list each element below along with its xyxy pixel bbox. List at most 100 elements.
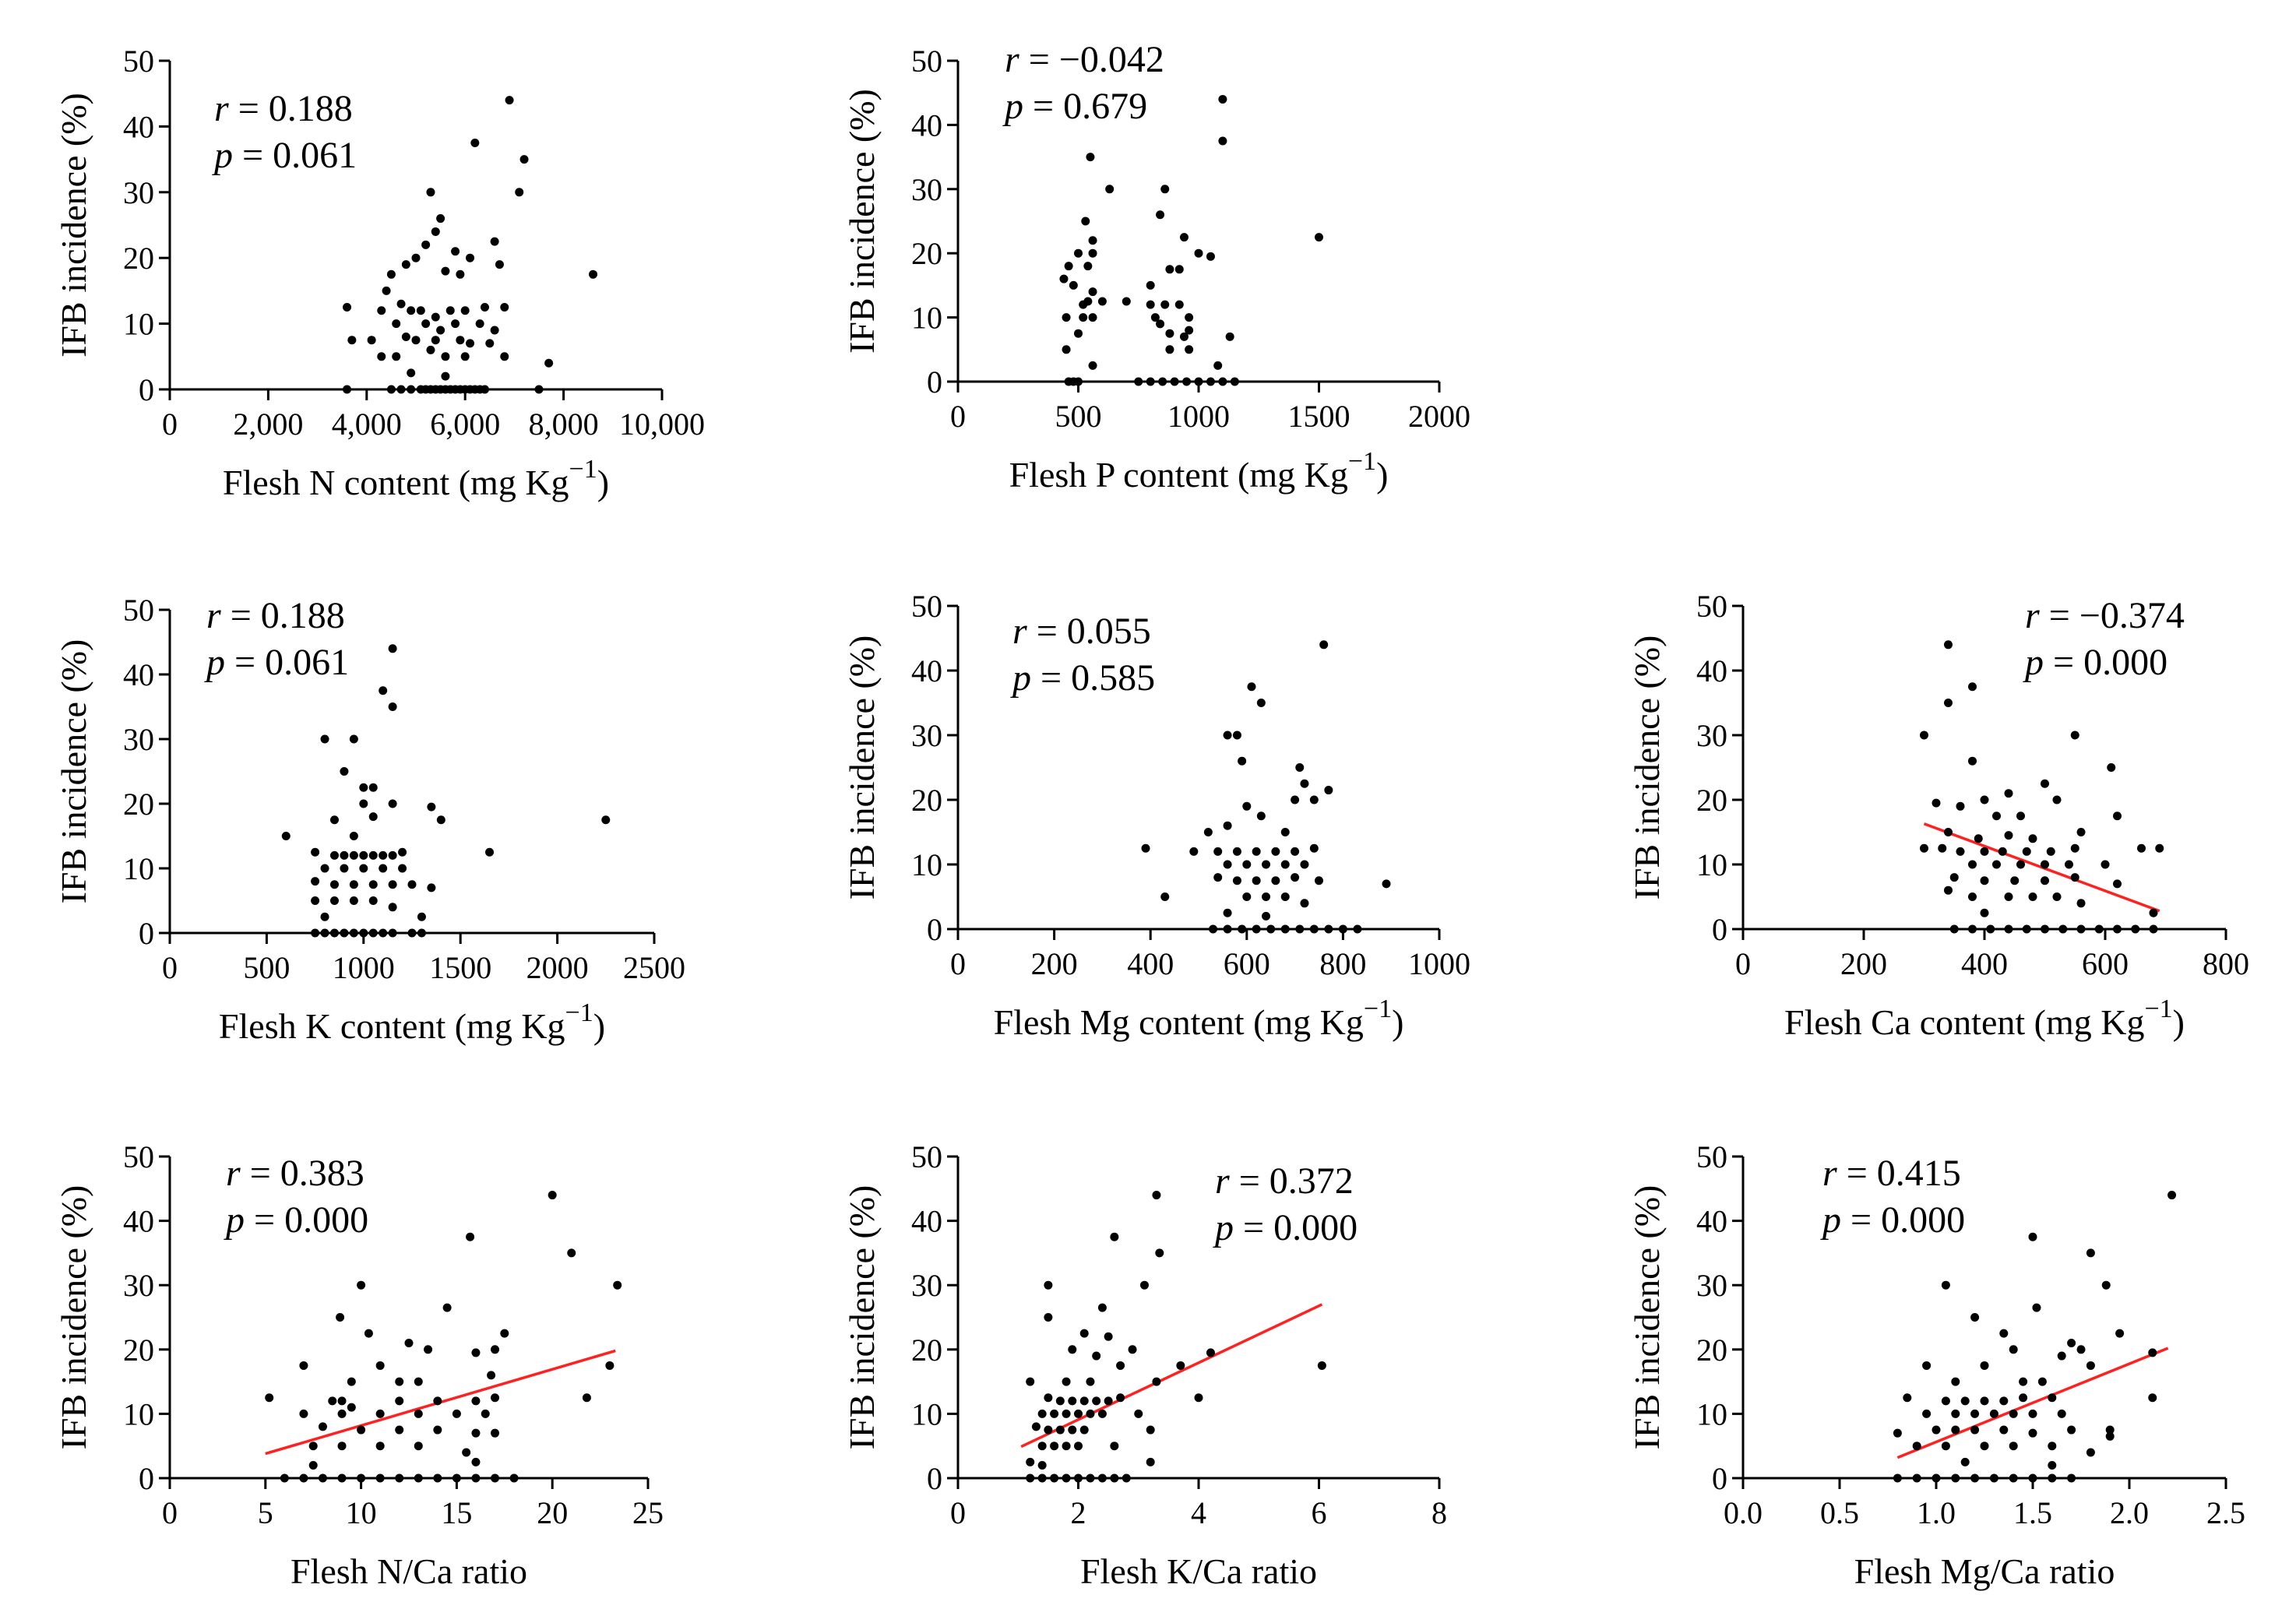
scatter-point <box>2022 847 2031 856</box>
scatter-point <box>1194 248 1203 258</box>
scatter-point <box>505 96 514 105</box>
scatter-point <box>1980 847 1989 856</box>
chart-panel-nca: 0 10 20 30 40 50 0 5 10 15 20 25 IFB incidence (%) Fl… <box>54 1139 664 1591</box>
scatter-point <box>1055 1396 1065 1406</box>
scatter-point <box>1097 297 1107 306</box>
scatter-point <box>1315 233 1323 242</box>
scatter-point <box>1179 233 1188 242</box>
scatter-point <box>2148 1348 2157 1357</box>
scatter-point <box>2037 1377 2047 1386</box>
x-tick-label: 2 <box>1071 1495 1086 1530</box>
p-symbol: p <box>2023 642 2053 683</box>
r-symbol: r <box>214 88 238 129</box>
scatter-point <box>2115 1329 2125 1338</box>
scatter-point <box>1949 924 1959 934</box>
x-tick-label: 400 <box>1127 946 1174 981</box>
scatter-point <box>349 928 358 938</box>
scatter-point <box>1970 1409 1980 1418</box>
scatter-point <box>367 336 376 345</box>
r-value-annotation: r = −0.042 <box>1005 39 1164 80</box>
y-tick-label: 30 <box>123 175 154 210</box>
scatter-point <box>411 336 421 345</box>
scatter-point <box>1050 1409 1059 1418</box>
scatter-point <box>375 1473 385 1483</box>
scatter-point <box>2016 860 2025 869</box>
scatter-point <box>1956 801 1965 811</box>
scatter-point <box>343 303 352 312</box>
scatter-point <box>375 1409 385 1418</box>
scatter-point <box>1074 1442 1083 1451</box>
scatter-point <box>1074 248 1083 258</box>
scatter-point <box>1074 1473 1083 1483</box>
scatter-point <box>2070 843 2079 853</box>
y-tick-label: 10 <box>911 847 942 882</box>
scatter-point <box>2065 860 2073 869</box>
scatter-point <box>1037 1442 1047 1451</box>
p-value-annotation: p = 0.000 <box>1820 1199 1965 1241</box>
scatter-point <box>471 1348 481 1357</box>
scatter-point <box>544 358 554 368</box>
scatter-point <box>1970 1313 1980 1322</box>
y-tick-label: 30 <box>911 1268 942 1303</box>
scatter-point <box>1179 332 1188 341</box>
scatter-point <box>2004 831 2013 840</box>
scatter-point <box>396 299 406 308</box>
scatter-point <box>328 1396 337 1406</box>
scatter-point <box>1932 1425 1941 1435</box>
scatter-point <box>2048 1442 2057 1451</box>
scatter-point <box>475 319 484 329</box>
scatter-point <box>2048 1393 2057 1403</box>
y-tick-label: 0 <box>139 372 154 407</box>
r-value-annotation: r = 0.372 <box>1215 1160 1354 1202</box>
scatter-point <box>2094 924 2104 934</box>
scatter-point <box>1037 1473 1047 1483</box>
scatter-point <box>1338 924 1347 934</box>
scatter-point <box>1110 1473 1119 1483</box>
y-tick-label: 20 <box>123 241 154 276</box>
chart-panel-ca: 0 10 20 30 40 50 0 200 400 600 800 IFB incidence (%… <box>1627 589 2249 1042</box>
scatter-point <box>1280 828 1290 836</box>
scatter-point <box>388 903 397 912</box>
y-tick-label: 10 <box>911 301 942 336</box>
scatter-point <box>1156 210 1165 220</box>
scatter-point <box>487 1371 496 1380</box>
scatter-point <box>613 1280 622 1290</box>
scatter-point <box>2086 1248 2095 1258</box>
scatter-point <box>582 1393 591 1403</box>
scatter-point <box>491 1473 500 1483</box>
scatter-point <box>407 368 416 378</box>
scatter-point <box>2041 779 2049 788</box>
scatter-point <box>329 880 339 889</box>
scatter-point <box>1230 377 1239 386</box>
p-value: = 0.585 <box>1041 657 1155 699</box>
p-symbol: p <box>204 642 234 683</box>
scatter-point <box>500 303 509 312</box>
scatter-point <box>2105 1425 2115 1435</box>
scatter-point <box>1956 847 1965 856</box>
x-axis-label-tail: ) <box>597 463 609 502</box>
scatter-point <box>359 928 368 938</box>
y-tick-label: 0 <box>139 1461 154 1496</box>
scatter-point <box>2041 924 2049 934</box>
scatter-point <box>426 188 435 197</box>
scatter-point <box>1194 377 1203 386</box>
scatter-point <box>1165 265 1174 274</box>
scatter-point <box>398 864 407 873</box>
scatter-point <box>1903 1393 1912 1403</box>
scatter-point <box>368 812 378 822</box>
scatter-point <box>1893 1473 1902 1483</box>
scatter-point <box>308 1442 318 1451</box>
scatter-point <box>1185 345 1194 354</box>
scatter-point <box>349 850 358 860</box>
p-value-annotation: p = 0.061 <box>204 642 349 683</box>
scatter-point <box>1242 860 1252 869</box>
scatter-point <box>491 1428 500 1438</box>
scatter-point <box>347 1403 356 1412</box>
r-value: = 0.383 <box>250 1153 364 1194</box>
scatter-point <box>1064 262 1073 271</box>
r-value-annotation: r = −0.374 <box>2025 595 2185 636</box>
scatter-point <box>1998 847 2007 856</box>
chart-panel-mgca: 0 10 20 30 40 50 0.0 0.5 1.0 1.5 2.0 2.5 IFB inciden… <box>1627 1139 2245 1591</box>
y-tick-label: 50 <box>1696 1139 1727 1174</box>
x-tick-label: 800 <box>1319 946 1366 981</box>
